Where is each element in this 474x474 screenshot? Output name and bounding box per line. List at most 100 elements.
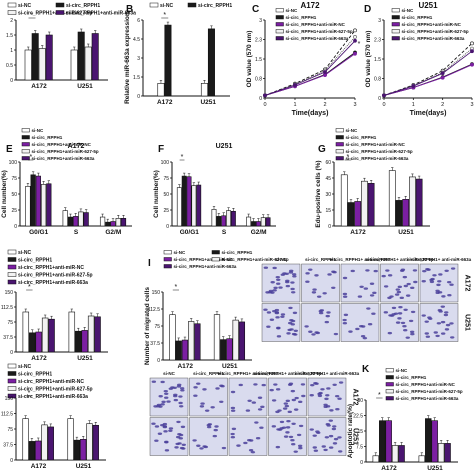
bar (367, 183, 375, 227)
legend-swatch (275, 22, 284, 27)
stained-cell (316, 431, 321, 434)
stained-cell (161, 400, 166, 404)
legend-swatch (7, 279, 17, 285)
bar (186, 176, 192, 227)
bar (91, 33, 99, 81)
stained-cell (292, 275, 297, 278)
bar (385, 420, 392, 463)
legend-swatch (21, 135, 30, 140)
stained-cell (172, 386, 177, 389)
y-axis-label: OD value (570 nm) (246, 31, 253, 88)
x-tick-label: 3 (353, 102, 356, 108)
stained-cell (158, 395, 163, 398)
stained-cell (355, 327, 360, 331)
y-tick-label: 15 (357, 429, 363, 435)
bar (24, 49, 32, 81)
stained-cell (151, 422, 156, 425)
stained-cell (337, 436, 342, 439)
stained-cell (405, 294, 411, 297)
bar (340, 174, 348, 227)
stained-cell (387, 331, 393, 335)
stained-cell (410, 310, 416, 314)
legend-entry: si-NC (32, 128, 45, 133)
series-line (383, 43, 473, 96)
legend-entry: si-NC (402, 8, 415, 13)
stained-cell (288, 306, 293, 310)
stained-cell (298, 400, 303, 404)
legend-swatch (21, 128, 30, 133)
micrograph-column-header: si-circ_RPPH1 (305, 257, 336, 262)
stained-cell (338, 450, 343, 453)
x-axis-label: Time(days) (292, 110, 329, 117)
bar (418, 455, 426, 463)
micrograph-column-header: si-NC (275, 257, 288, 262)
legend-swatch (391, 22, 400, 27)
chart-title: U251 (418, 1, 438, 10)
x-tick-label: 3 (470, 102, 473, 108)
bar (67, 216, 74, 227)
data-point (470, 41, 474, 46)
stained-cell (286, 332, 291, 335)
data-point (323, 73, 327, 78)
stained-cell (409, 330, 415, 334)
y-tick-label: 75 (11, 176, 17, 182)
stained-cell (435, 291, 440, 295)
stained-cell (324, 397, 329, 401)
bar (395, 200, 403, 227)
series-line (383, 64, 473, 96)
stained-cell (154, 439, 159, 442)
stained-cell (343, 313, 349, 317)
stained-cell (289, 269, 294, 273)
stained-cell (164, 441, 169, 444)
bar (87, 315, 95, 353)
legend-entry: si-circ_RPPH1+anti-miR-663a (402, 36, 465, 41)
stained-cell (316, 295, 322, 298)
stained-cell (372, 291, 377, 295)
stained-cell (397, 312, 403, 315)
stained-cell (154, 425, 160, 428)
y-tick-label: 2.3 (255, 38, 262, 44)
stained-cell (421, 280, 426, 283)
y-tick-label: 0 (166, 224, 169, 230)
stained-cell (275, 275, 280, 279)
bar (73, 216, 79, 227)
data-point (470, 62, 474, 67)
data-point (382, 93, 386, 98)
bar (444, 443, 451, 463)
stained-cell (285, 431, 290, 434)
x-tick-label: G2/M (251, 229, 267, 236)
stained-cell (247, 439, 252, 442)
data-point (353, 28, 357, 33)
stained-cell (151, 380, 157, 383)
legend-swatch (275, 8, 284, 13)
panel-letter: I (148, 258, 151, 269)
stained-cell (438, 273, 443, 276)
stained-cell (263, 266, 269, 269)
legend-entry: si-circ_RPPH1+anti-miR-NC (286, 22, 346, 27)
y-tick-label: 1 (10, 48, 13, 54)
y-tick-label: 30 (325, 192, 331, 198)
stained-cell (168, 427, 174, 430)
legend-entry: si-circ_RPPH1 (32, 135, 63, 140)
bar (28, 441, 36, 461)
stained-cell (325, 314, 330, 318)
legend-swatch (275, 15, 284, 20)
legend-entry: si-circ_RPPH1+anti-miR-627-5p (222, 257, 289, 262)
stained-cell (309, 428, 314, 431)
stained-cell (253, 383, 258, 386)
y-tick-label: 7.5 (356, 445, 363, 451)
legend-swatch (385, 368, 394, 373)
legend-swatch (385, 382, 394, 387)
stained-cell (323, 448, 328, 452)
stained-cell (177, 383, 182, 387)
legend-entry: si-circ_RPPH1+anti-miR-627-5p (396, 389, 463, 394)
stained-cell (425, 267, 430, 271)
stained-cell (287, 321, 293, 325)
x-tick-label: A172 (157, 99, 173, 106)
legend-entry: si-circ_RPPH1+anti-miR-627-5p (18, 273, 93, 279)
stained-cell (326, 424, 331, 427)
stained-cell (287, 328, 292, 332)
stained-cell (342, 276, 348, 280)
bar (105, 221, 111, 227)
stained-cell (266, 325, 271, 328)
